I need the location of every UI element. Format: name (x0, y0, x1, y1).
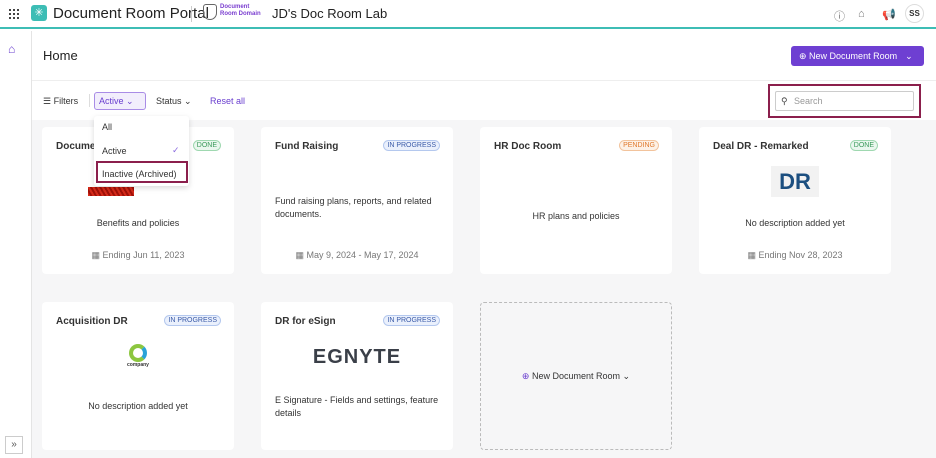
divider (89, 94, 90, 107)
plus-circle-icon: ⊕ (799, 51, 810, 61)
status-badge: IN PROGRESS (164, 315, 221, 326)
calendar-icon: ▦ (91, 250, 103, 260)
active-label: Active (99, 96, 124, 106)
avatar[interactable]: SS (905, 4, 924, 23)
status-badge: DONE (192, 140, 221, 151)
room-logo: DR (771, 166, 819, 197)
date-text: Ending Jun 11, 2023 (102, 250, 185, 260)
search-input[interactable]: ⚲ Search (775, 91, 914, 111)
room-card[interactable]: Acquisition DR IN PROGRESS company No de… (42, 302, 234, 450)
status-badge: IN PROGRESS (383, 315, 440, 326)
chevron-down-icon: ⌄ (905, 51, 913, 61)
active-filter-dropdown[interactable]: Active ⌄ (94, 92, 146, 110)
rooms-grid: Document DONE Benefits and policies ▦ En… (32, 120, 936, 458)
card-title: Acquisition DR (56, 316, 128, 327)
card-date: ▦ Ending Nov 28, 2023 (699, 250, 891, 261)
calendar-icon: ▦ (295, 250, 307, 260)
new-card-label: New Document Room (531, 371, 620, 381)
room-card[interactable]: Deal DR - Remarked DONE DR No descriptio… (699, 127, 891, 274)
card-description: No description added yet (745, 218, 845, 228)
chevron-down-icon: ⌄ (126, 96, 134, 106)
new-document-room-card[interactable]: ⊕ New Document Room ⌄ (480, 302, 672, 450)
status-filter-dropdown[interactable]: Status ⌄ (156, 96, 192, 107)
domain-label-1: Document (220, 4, 250, 10)
expand-sidebar-button[interactable]: » (5, 436, 23, 454)
active-dropdown-menu: All Active ✓ Inactive (Archived) (94, 116, 189, 186)
menu-item-inactive[interactable]: Inactive (Archived) (102, 169, 177, 179)
card-description: Benefits and policies (96, 218, 180, 228)
app-logo-icon: ✳ (31, 5, 47, 21)
filter-icon: ☰ (43, 96, 54, 106)
card-title: Fund Raising (275, 141, 339, 152)
card-title: Deal DR - Remarked (713, 141, 809, 152)
menu-item-all[interactable]: All (102, 122, 113, 132)
date-text: Ending Nov 28, 2023 (758, 250, 843, 260)
filters-label: Filters (53, 96, 79, 106)
help-icon[interactable]: ⓘ (834, 11, 845, 23)
card-title: Document (56, 141, 105, 152)
page-title: Home (43, 48, 78, 63)
card-date: ▦ May 9, 2024 - May 17, 2024 (261, 250, 453, 261)
app-title: Document Room Portal (53, 5, 209, 22)
header-divider (32, 80, 936, 81)
domain-label-2: Room Domain (220, 11, 261, 17)
room-logo (88, 187, 134, 196)
date-text: May 9, 2024 - May 17, 2024 (306, 250, 419, 260)
chevron-down-icon: ⌄ (184, 96, 192, 106)
new-document-room-button[interactable]: ⊕ New Document Room ⌄ (791, 46, 924, 66)
sidebar (0, 31, 32, 458)
reset-all-link[interactable]: Reset all (210, 96, 246, 106)
plus-circle-icon: ⊕ (521, 371, 532, 381)
new-button-label: New Document Room (809, 51, 898, 61)
room-card[interactable]: Fund Raising IN PROGRESS Fund raising pl… (261, 127, 453, 274)
status-label: Status (156, 96, 182, 106)
learn-icon[interactable]: ⌂ (858, 8, 865, 20)
card-title: DR for eSign (275, 316, 336, 327)
card-description: Fund raising plans, reports, and related… (275, 196, 432, 219)
search-highlight (768, 84, 921, 118)
room-logo: company (125, 344, 151, 374)
menu-item-active[interactable]: Active (102, 146, 127, 156)
domain-label: Document Room Domain (220, 4, 261, 18)
room-logo: EGNYTE (312, 346, 402, 368)
card-title: HR Doc Room (494, 141, 562, 152)
divider (191, 6, 192, 22)
room-card[interactable]: HR Doc Room PENDING HR plans and policie… (480, 127, 672, 274)
calendar-icon: ▦ (747, 250, 759, 260)
search-placeholder: Search (794, 96, 823, 106)
search-icon: ⚲ (781, 96, 788, 106)
card-description: HR plans and policies (532, 211, 620, 221)
top-bar: ✳ Document Room Portal Document Room Doma… (0, 0, 936, 29)
announcement-icon[interactable]: 📢 (882, 9, 896, 21)
menu-item-highlight (96, 161, 188, 183)
card-description: No description added yet (88, 401, 188, 411)
logo-text: company (127, 362, 149, 368)
status-badge: IN PROGRESS (383, 140, 440, 151)
card-date: ▦ Ending Jun 11, 2023 (42, 250, 234, 261)
apps-grid-icon[interactable] (9, 9, 19, 19)
check-icon: ✓ (172, 145, 180, 155)
room-card[interactable]: DR for eSign IN PROGRESS EGNYTE E Signat… (261, 302, 453, 450)
chevron-down-icon: ⌄ (622, 371, 631, 381)
home-icon[interactable]: ⌂ (8, 42, 16, 56)
filters-button[interactable]: ☰ Filters (43, 96, 78, 107)
workspace-name: JD's Doc Room Lab (272, 6, 388, 21)
shield-icon (203, 4, 217, 20)
status-badge: DONE (849, 140, 878, 151)
status-badge: PENDING (619, 140, 659, 151)
card-description: E Signature - Fields and settings, featu… (275, 395, 439, 418)
